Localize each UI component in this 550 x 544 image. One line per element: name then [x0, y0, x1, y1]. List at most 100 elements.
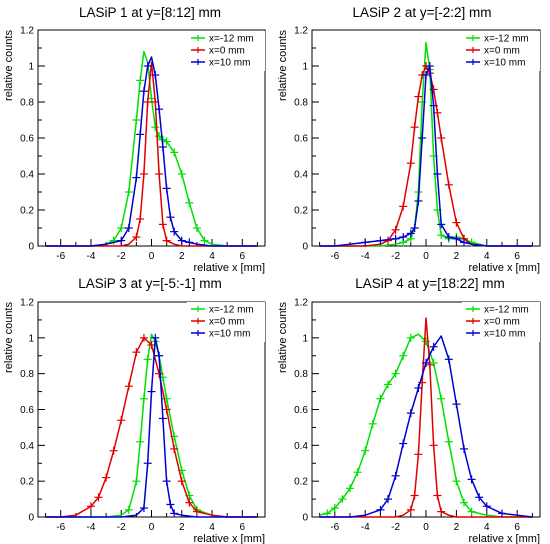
- x-tick-label: 0: [423, 522, 429, 533]
- data-point: [124, 188, 133, 196]
- data-point: [151, 333, 160, 342]
- x-tick-label: -2: [117, 251, 126, 262]
- data-point: [460, 238, 468, 247]
- y-tick-label: 1.2: [294, 298, 308, 309]
- data-point: [139, 87, 148, 96]
- data-point: [444, 180, 453, 189]
- x-tick-label: 6: [240, 522, 246, 533]
- y-tick-label: 1.2: [294, 26, 308, 37]
- data-point: [162, 236, 171, 245]
- data-point: [376, 394, 385, 403]
- data-point: [185, 498, 194, 507]
- data-point: [136, 437, 145, 446]
- data-point: [170, 148, 179, 157]
- series-line-x-m12: [45, 333, 258, 518]
- series-line-x-10: [45, 56, 258, 247]
- data-point: [166, 213, 175, 222]
- data-point: [338, 495, 347, 504]
- data-point: [482, 502, 491, 511]
- data-point: [437, 134, 446, 142]
- data-point: [147, 387, 156, 396]
- x-axis-label: relative x [mm]: [193, 533, 265, 544]
- legend-label: x=-12 mm: [484, 34, 529, 45]
- y-axis-label: relative counts: [3, 302, 15, 373]
- data-point: [391, 369, 400, 378]
- y-tick-label: 1.2: [20, 26, 34, 37]
- data-point: [429, 342, 438, 351]
- data-point: [200, 236, 209, 245]
- data-point: [158, 414, 167, 423]
- data-point: [410, 224, 419, 232]
- data-point: [452, 234, 461, 243]
- data-point: [124, 382, 133, 391]
- data-point: [162, 477, 171, 486]
- data-point: [384, 380, 392, 389]
- data-point: [425, 360, 434, 369]
- data-point: [147, 94, 156, 103]
- legend-label: x=10 mm: [209, 58, 250, 69]
- data-point: [158, 220, 167, 229]
- data-point: [384, 495, 392, 504]
- legend-label: x=-12 mm: [209, 305, 254, 316]
- data-point: [177, 477, 186, 486]
- data-point: [391, 471, 400, 480]
- x-tick-label: 4: [484, 522, 490, 533]
- data-point: [117, 416, 126, 425]
- x-tick-label: 6: [514, 251, 520, 262]
- x-tick-label: 4: [484, 251, 490, 262]
- data-point: [185, 238, 194, 247]
- x-tick-label: 2: [179, 522, 185, 533]
- data-point: [399, 439, 408, 448]
- legend: x=-12 mmx=0 mmx=10 mm: [187, 302, 265, 342]
- data-point: [151, 123, 160, 132]
- data-point: [437, 507, 446, 516]
- y-tick-label: 1: [302, 333, 308, 344]
- legend-label: x=-12 mm: [209, 34, 254, 45]
- chart-panel-1: LASiP 1 at y=[8:12] mm -6 -4 -2 0 2 4 6 0 0.2 0.4 0…: [3, 5, 266, 274]
- data-point: [467, 475, 476, 484]
- data-point: [109, 446, 118, 455]
- data-point: [406, 229, 415, 238]
- x-tick-label: -4: [87, 522, 96, 533]
- data-point: [391, 234, 400, 243]
- data-point: [414, 197, 423, 205]
- data-point: [361, 446, 370, 455]
- data-point: [170, 444, 179, 453]
- y-tick-label: 0.8: [20, 369, 34, 380]
- x-tick-label: -4: [361, 251, 370, 262]
- data-point: [136, 130, 145, 139]
- y-tick-label: 0.8: [20, 98, 34, 109]
- x-tick-label: 6: [240, 251, 246, 262]
- series-line-x-10: [319, 65, 533, 247]
- data-point: [132, 477, 141, 486]
- x-tick-label: 0: [149, 522, 155, 533]
- data-point: [368, 419, 377, 428]
- chart-title: LASiP 2 at y=[-2:2] mm: [353, 5, 492, 20]
- legend: x=-12 mmx=0 mmx=10 mm: [187, 31, 265, 71]
- x-tick-label: -4: [361, 522, 370, 533]
- legend-label: x=0 mm: [484, 46, 520, 57]
- data-point: [433, 491, 442, 500]
- series-line-x-10: [319, 335, 533, 518]
- data-point: [143, 98, 152, 106]
- data-point: [132, 233, 141, 241]
- series-line-x-0: [319, 65, 533, 247]
- y-tick-label: 0.6: [294, 134, 308, 145]
- data-point: [109, 236, 118, 245]
- data-point: [353, 468, 362, 477]
- data-point: [414, 384, 423, 392]
- data-point: [117, 224, 126, 232]
- legend-label: x=-12 mm: [484, 305, 529, 316]
- y-tick-label: 0: [28, 513, 34, 524]
- y-tick-label: 0.6: [20, 134, 34, 145]
- chart-panel-2: LASiP 2 at y=[-2:2] mm -6 -4 -2 0 2 4 6 0 0.2 0.4 0…: [277, 5, 541, 274]
- x-axis-label: relative x [mm]: [468, 533, 540, 544]
- x-tick-label: 4: [209, 522, 215, 533]
- data-point: [143, 62, 152, 70]
- data-point: [406, 159, 415, 168]
- data-point: [475, 493, 484, 502]
- y-tick-label: 1: [28, 62, 34, 73]
- legend-label: x=10 mm: [484, 329, 525, 340]
- x-tick-label: 0: [149, 251, 155, 262]
